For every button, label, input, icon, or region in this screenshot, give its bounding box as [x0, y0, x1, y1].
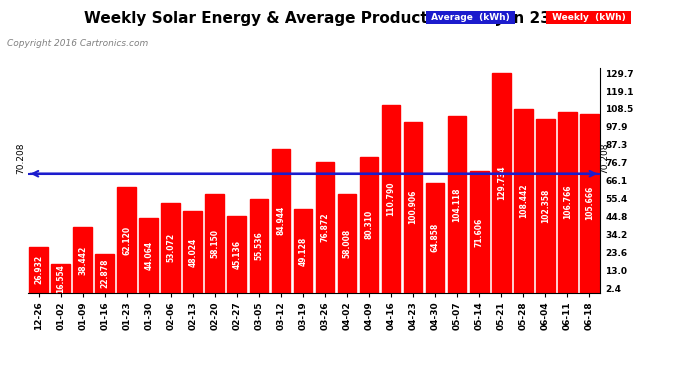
- Text: 70.208: 70.208: [17, 142, 26, 174]
- Bar: [514, 109, 533, 292]
- Text: 44.064: 44.064: [144, 241, 153, 270]
- Bar: [29, 247, 48, 292]
- Text: 84.944: 84.944: [277, 206, 286, 235]
- Bar: [139, 218, 158, 292]
- Bar: [426, 183, 444, 292]
- Text: 105.666: 105.666: [585, 186, 594, 220]
- Text: 108.442: 108.442: [519, 183, 528, 218]
- Bar: [536, 119, 555, 292]
- Bar: [558, 112, 577, 292]
- Bar: [117, 188, 136, 292]
- Bar: [580, 114, 599, 292]
- Bar: [470, 171, 489, 292]
- Bar: [337, 194, 356, 292]
- Text: 100.906: 100.906: [408, 190, 417, 224]
- Text: 58.008: 58.008: [342, 229, 351, 258]
- Text: 70.208: 70.208: [600, 142, 609, 174]
- Bar: [250, 198, 268, 292]
- Bar: [382, 105, 400, 292]
- Text: Copyright 2016 Cartronics.com: Copyright 2016 Cartronics.com: [7, 39, 148, 48]
- Text: 102.358: 102.358: [541, 189, 550, 223]
- Text: 64.858: 64.858: [431, 223, 440, 252]
- Bar: [448, 116, 466, 292]
- Bar: [272, 149, 290, 292]
- Text: 62.120: 62.120: [122, 225, 131, 255]
- Text: 53.072: 53.072: [166, 233, 175, 262]
- Bar: [359, 157, 378, 292]
- Text: 110.790: 110.790: [386, 182, 395, 216]
- Bar: [404, 122, 422, 292]
- Text: 106.766: 106.766: [563, 185, 572, 219]
- Bar: [315, 162, 335, 292]
- Text: 49.128: 49.128: [299, 236, 308, 266]
- Text: 71.606: 71.606: [475, 217, 484, 246]
- Text: 80.310: 80.310: [364, 210, 373, 239]
- Text: 38.442: 38.442: [78, 245, 87, 274]
- Text: Average  (kWh): Average (kWh): [428, 13, 513, 22]
- Text: 45.136: 45.136: [233, 240, 241, 269]
- Bar: [184, 211, 202, 292]
- Bar: [228, 216, 246, 292]
- Bar: [95, 254, 114, 292]
- Bar: [51, 264, 70, 292]
- Bar: [161, 203, 180, 292]
- Text: Weekly  (kWh): Weekly (kWh): [549, 13, 629, 22]
- Bar: [293, 209, 313, 292]
- Text: 104.118: 104.118: [453, 187, 462, 222]
- Text: 48.024: 48.024: [188, 237, 197, 267]
- Text: 129.734: 129.734: [497, 165, 506, 200]
- Text: 55.536: 55.536: [255, 231, 264, 260]
- Text: 16.554: 16.554: [56, 264, 65, 293]
- Text: 76.872: 76.872: [320, 213, 329, 242]
- Bar: [206, 194, 224, 292]
- Text: 22.878: 22.878: [100, 258, 109, 288]
- Bar: [492, 73, 511, 292]
- Text: 58.150: 58.150: [210, 229, 219, 258]
- Text: 26.932: 26.932: [34, 255, 43, 284]
- Bar: [73, 228, 92, 292]
- Text: Weekly Solar Energy & Average Production Thu Jun 23 20:35: Weekly Solar Energy & Average Production…: [84, 11, 606, 26]
